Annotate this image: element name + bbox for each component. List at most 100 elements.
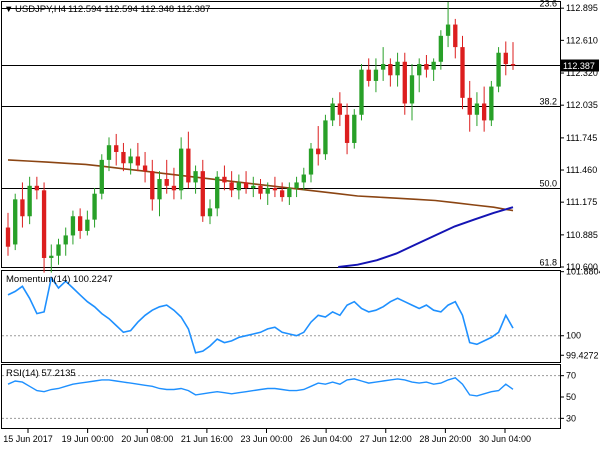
candle (352, 109, 357, 149)
candle-body (150, 171, 155, 200)
candle-body (496, 52, 501, 87)
candle (344, 103, 350, 155)
candle (13, 193, 18, 251)
candle (135, 142, 141, 172)
candle (395, 52, 400, 87)
candle-body (92, 193, 97, 220)
candle-body (258, 185, 263, 194)
x-tick-label: 20 Jun 08:00 (121, 434, 173, 444)
candle-body (294, 182, 299, 189)
candle-body (460, 47, 465, 98)
candle-body (157, 179, 162, 200)
candle-body (106, 145, 112, 160)
candle (496, 47, 501, 93)
candle-body (316, 148, 321, 155)
candle (92, 188, 97, 228)
candle-body (323, 120, 328, 155)
y-tick-label: 110.600 (566, 262, 598, 272)
x-tick-label: 15 Jun 2017 (3, 434, 53, 444)
candle (121, 142, 126, 172)
candle (510, 42, 516, 70)
moving-average-blue (338, 206, 514, 268)
candle (323, 114, 328, 160)
current-price-marker: 112.387 (561, 59, 599, 72)
candle (186, 131, 191, 189)
x-tick-label: 26 Jun 04:00 (300, 434, 352, 444)
candle (56, 238, 61, 265)
candle-body (251, 185, 256, 189)
candle (63, 227, 68, 256)
y-tick-label: 50 (566, 392, 576, 402)
candle-body (503, 52, 508, 65)
candle (164, 159, 169, 194)
candle (272, 176, 278, 198)
candle-body (373, 69, 379, 81)
candle (489, 80, 494, 127)
candle-body (121, 151, 126, 164)
candle-body (453, 24, 458, 48)
fibo-label: 61.8 (539, 258, 557, 268)
candle (330, 97, 335, 127)
candle-body (287, 188, 292, 198)
candle-body (200, 171, 205, 217)
candle-body (344, 114, 350, 143)
candle-body (467, 97, 472, 115)
candle (279, 182, 285, 202)
candle-body (489, 86, 494, 121)
candle (337, 92, 343, 127)
candle-body (5, 227, 11, 247)
candle-body (352, 114, 357, 143)
candle-body (445, 24, 451, 36)
candle-body (207, 208, 213, 217)
candle (229, 171, 234, 198)
candle (34, 176, 40, 200)
candle (178, 137, 184, 200)
candle-body (308, 148, 314, 175)
price-panel-title: USDJPY,H4 (15, 4, 66, 15)
candle (287, 182, 292, 205)
candle-body (77, 216, 83, 231)
candle-body (128, 156, 133, 164)
candle-body (431, 61, 436, 70)
y-tick-label: 112.895 (566, 3, 598, 13)
candle-body (178, 148, 184, 191)
candle (445, 2, 451, 48)
candle (215, 171, 220, 217)
candle (503, 41, 508, 76)
candle (460, 35, 465, 110)
candle-body (438, 35, 444, 62)
candle-body (63, 235, 68, 245)
candle (316, 126, 321, 166)
candle-body (49, 255, 54, 258)
y-tick-label: 112.035 (566, 100, 598, 110)
x-tick-label: 28 Jun 20:00 (419, 434, 471, 444)
candle (85, 210, 90, 236)
y-tick-label: 111.175 (566, 197, 597, 207)
candle-body (474, 103, 480, 115)
candle-body (135, 156, 141, 166)
candle (5, 212, 11, 256)
candle-body (417, 64, 422, 76)
candle (431, 58, 436, 81)
rsi-layer: 70 50 30 (2, 371, 576, 423)
candle (157, 171, 162, 217)
candle-body (186, 148, 191, 183)
candle-body (56, 244, 61, 256)
candle-body (236, 182, 242, 191)
y-tick-label: 100 (566, 331, 581, 341)
candle (251, 176, 256, 198)
candle (222, 165, 227, 191)
candle-body (13, 199, 18, 245)
candle (301, 167, 306, 191)
candle-body (27, 185, 32, 217)
candle (99, 154, 104, 200)
x-tick-label: 19 Jun 00:00 (62, 434, 114, 444)
candle (20, 182, 25, 228)
candle (128, 148, 133, 175)
current-price-box (561, 59, 599, 72)
candle-body (388, 64, 393, 76)
x-tick-label: 21 Jun 16:00 (181, 434, 233, 444)
candle-body (301, 174, 306, 183)
fibo-label: 38.2 (539, 97, 557, 107)
candle (388, 58, 393, 87)
